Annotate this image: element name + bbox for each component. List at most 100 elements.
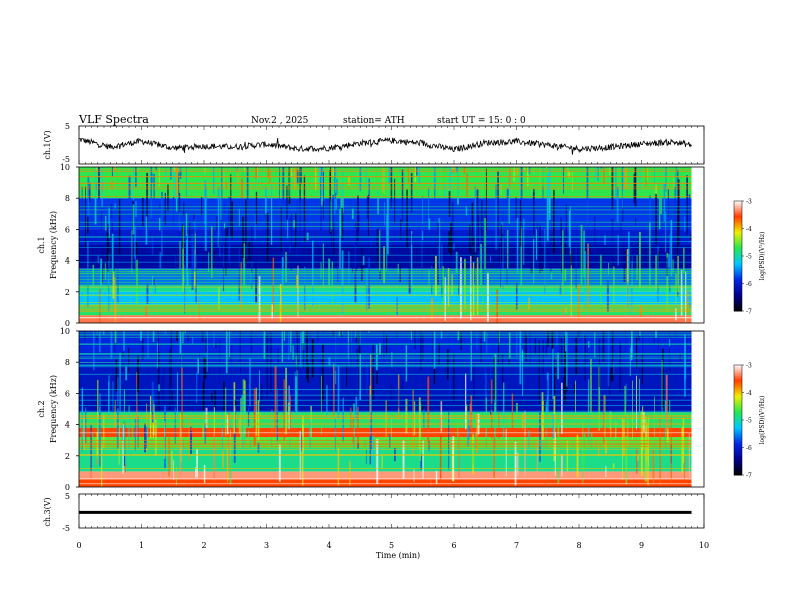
- colorbar-cell: [734, 401, 742, 404]
- colorbar-tick-label: -4: [746, 390, 752, 397]
- spectrogram-band: [79, 471, 692, 480]
- spectrogram-streak: [428, 270, 430, 285]
- spectrogram-streak: [493, 437, 495, 478]
- ch1-spectrogram-ticks: 0 2 4 6 8 10: [60, 163, 79, 328]
- colorbar-cell: [734, 366, 742, 370]
- spectrogram-line: [79, 358, 692, 360]
- spectrogram-streak: [524, 331, 526, 356]
- spectrogram-streak: [214, 390, 216, 408]
- spectrogram-streak: [433, 331, 436, 369]
- spectrogram-streak: [372, 344, 375, 401]
- spectrogram-streak: [295, 167, 298, 180]
- spectrogram-streak: [565, 243, 567, 255]
- spectrogram-streak: [419, 403, 422, 461]
- spectrogram-line: [79, 261, 692, 263]
- spectrogram-streak: [114, 303, 117, 323]
- colorbar-cell: [734, 387, 742, 390]
- spectrogram-streak: [543, 441, 545, 460]
- colorbar-cell: [734, 224, 742, 228]
- spectrogram-streak: [539, 411, 541, 462]
- x-tick-label: 5: [389, 541, 394, 550]
- spectrogram-streak: [151, 381, 154, 423]
- spectrogram-streak: [241, 394, 244, 449]
- spectrogram-streak: [295, 213, 297, 248]
- spectrogram-streak: [236, 167, 239, 172]
- spectrogram-streak: [357, 406, 359, 446]
- spectrogram-streak: [368, 178, 370, 214]
- spectrogram-streak: [516, 452, 519, 476]
- spectrogram-streak: [515, 403, 518, 417]
- spectrogram-line: [79, 206, 692, 208]
- spectrogram-streak: [476, 189, 479, 226]
- spectrogram-streak: [690, 331, 692, 368]
- spectrogram-streak: [646, 167, 649, 181]
- spectrogram-streak: [515, 282, 518, 311]
- colorbar-tick-label: -3: [746, 199, 752, 206]
- spectrogram-streak: [179, 426, 182, 475]
- spectrogram-streak: [476, 414, 478, 453]
- colorbar-cell: [734, 370, 742, 373]
- spectrogram-streak: [422, 440, 424, 479]
- ch1-spectrogram-frame: [78, 166, 705, 324]
- colorbar-cell: [734, 206, 742, 209]
- spectrogram-streak: [464, 373, 467, 430]
- spectrogram-streak: [595, 167, 597, 181]
- colorbar-cell: [734, 432, 742, 436]
- spectrogram-streak: [585, 254, 588, 262]
- colorbar-cell: [734, 289, 742, 292]
- spectrogram-streak: [94, 167, 97, 225]
- ch2-spec-ytick-label: 6: [65, 389, 70, 398]
- x-tick-label: 6: [451, 541, 456, 550]
- spectrogram-streak: [528, 167, 531, 174]
- spectrogram-line: [79, 272, 692, 274]
- spectrogram-streak: [132, 167, 134, 202]
- spectrogram-streak: [289, 167, 292, 197]
- spectrogram-streak: [285, 367, 288, 435]
- spectrogram-streak: [485, 168, 487, 231]
- spectrogram-streak: [326, 385, 328, 417]
- spectrogram-streak: [81, 187, 83, 215]
- spectrogram-streak: [279, 283, 282, 323]
- colorbar-cell: [734, 307, 742, 310]
- spectrogram-streak: [332, 331, 335, 337]
- colorbar-cell: [734, 210, 742, 213]
- spectrogram-streak: [131, 416, 134, 440]
- x-tick-label: 8: [576, 541, 581, 550]
- spectrogram-streak: [563, 167, 565, 172]
- colorbar-cell: [734, 292, 742, 295]
- spectrogram-streak: [603, 167, 605, 184]
- spectrogram-line: [79, 422, 692, 424]
- spectrogram-streak: [647, 416, 649, 467]
- spectrogram-streak: [296, 331, 299, 371]
- spectrogram-line: [79, 241, 692, 242]
- colorbar-cell: [734, 202, 742, 206]
- spectrogram-streak: [250, 331, 253, 355]
- spectrogram-line: [79, 286, 692, 288]
- spectrogram-streak: [560, 454, 563, 477]
- spectrogram-streak: [176, 372, 178, 421]
- spectrogram-streak: [389, 434, 391, 448]
- spectrogram-streak: [180, 354, 181, 404]
- spectrogram-streak: [523, 167, 526, 170]
- ch2-spec-ylabel: ch.2: [37, 400, 46, 417]
- spectrogram-streak: [379, 343, 381, 356]
- spectrogram-streak: [622, 417, 624, 481]
- spectrogram-streak: [611, 167, 614, 210]
- spectrogram-streak: [506, 267, 508, 284]
- spectrogram-streak: [257, 170, 259, 185]
- colorbar-cell: [734, 443, 742, 447]
- spectrogram-line: [79, 306, 692, 308]
- spectrogram-streak: [229, 260, 231, 266]
- spectrogram-streak: [541, 392, 544, 441]
- ch2-spectrogram-heatmap: [79, 331, 704, 487]
- ch1-waveform-ticks: [78, 126, 705, 164]
- spectrogram-streak: [508, 168, 510, 224]
- spectrogram-streak: [380, 346, 382, 356]
- ch2-spec-ylabel-freq: Frequency (kHz): [49, 375, 58, 443]
- spectrogram-streak: [319, 359, 322, 387]
- spectrogram-streak: [128, 405, 130, 457]
- spectrogram-streak: [669, 339, 671, 347]
- spectrogram-streak: [219, 211, 221, 257]
- spectrogram-streak: [336, 266, 339, 282]
